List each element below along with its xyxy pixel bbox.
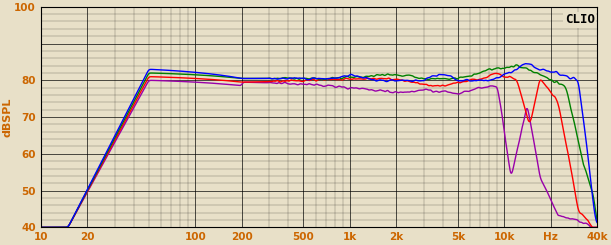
Y-axis label: dBSPL: dBSPL [3, 97, 13, 137]
Text: CLIO: CLIO [565, 13, 595, 26]
